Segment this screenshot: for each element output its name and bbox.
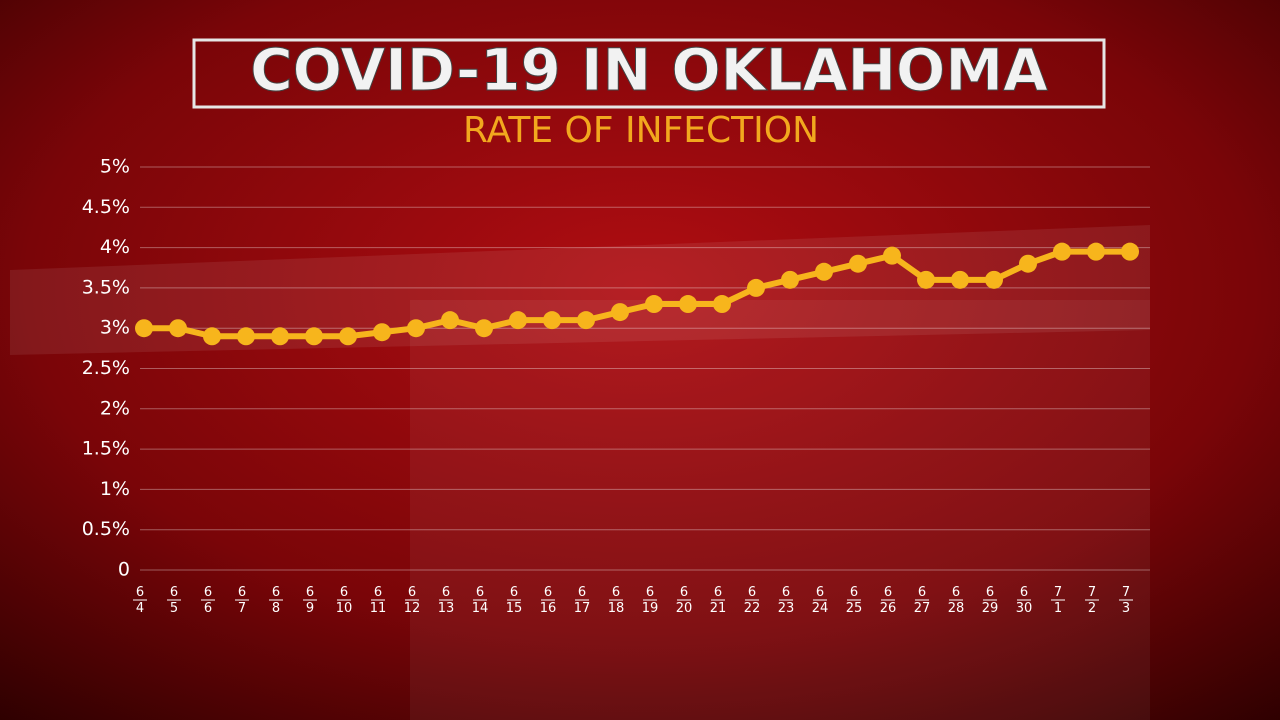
x-tick-label: 6 19 xyxy=(642,585,659,616)
y-tick-label: 1.5% xyxy=(82,438,130,460)
x-tick-label: 6 29 xyxy=(982,585,999,616)
x-tick-label: 6 28 xyxy=(948,585,965,616)
y-tick-label: 5% xyxy=(100,156,130,178)
point xyxy=(305,327,323,346)
background-band xyxy=(10,225,1150,355)
chart-subtitle: RATE OF INFECTION xyxy=(463,110,819,151)
y-tick-label: 3% xyxy=(100,317,130,339)
point xyxy=(407,319,425,338)
point xyxy=(1087,242,1105,261)
x-tick-label: 6 18 xyxy=(608,585,625,616)
y-tick-label: 2% xyxy=(100,397,130,419)
point xyxy=(747,278,765,297)
point xyxy=(271,327,289,346)
y-tick-label: 4% xyxy=(100,236,130,258)
x-tick-label: 6 24 xyxy=(812,585,829,616)
point xyxy=(611,303,629,322)
point xyxy=(475,319,493,338)
point xyxy=(781,270,799,289)
x-tick-label: 6 11 xyxy=(370,585,387,616)
point xyxy=(169,319,187,338)
x-tick-label: 6 10 xyxy=(336,585,353,616)
y-tick-label: 2.5% xyxy=(82,357,130,379)
point xyxy=(373,323,391,342)
point xyxy=(1053,242,1071,261)
y-tick-label: 4.5% xyxy=(82,196,130,218)
point xyxy=(1019,254,1037,273)
x-tick-label: 6 13 xyxy=(438,585,455,616)
point xyxy=(679,295,697,314)
title-box xyxy=(192,38,1106,109)
x-tick-label: 6 16 xyxy=(540,585,557,616)
x-tick-label: 6 20 xyxy=(676,585,693,616)
point xyxy=(543,311,561,330)
y-tick-label: 3.5% xyxy=(82,276,130,298)
point xyxy=(339,327,357,346)
x-tick-label: 6 26 xyxy=(880,585,897,616)
point xyxy=(509,311,527,330)
x-tick-label: 6 15 xyxy=(506,585,523,616)
x-tick-label: 6 25 xyxy=(846,585,863,616)
x-tick-label: 6 22 xyxy=(744,585,761,616)
x-tick-label: 6 12 xyxy=(404,585,421,616)
point xyxy=(883,246,901,265)
x-tick-label: 6 21 xyxy=(710,585,727,616)
point xyxy=(1121,242,1139,261)
chart-title: COVID-19 IN OKLAHOMA xyxy=(250,36,1048,104)
point xyxy=(985,270,1003,289)
point xyxy=(951,270,969,289)
x-tick-label: 6 14 xyxy=(472,585,489,616)
point xyxy=(237,327,255,346)
point xyxy=(135,319,153,338)
point xyxy=(441,311,459,330)
y-tick-label: 1% xyxy=(100,478,130,500)
point xyxy=(577,311,595,330)
y-tick-label: 0 xyxy=(118,559,130,581)
point xyxy=(815,262,833,281)
point xyxy=(713,295,731,314)
point xyxy=(849,254,867,273)
x-tick-label: 6 30 xyxy=(1016,585,1033,616)
x-tick-label: 6 23 xyxy=(778,585,795,616)
point xyxy=(645,295,663,314)
x-tick-label: 6 27 xyxy=(914,585,931,616)
point xyxy=(917,270,935,289)
y-tick-label: 0.5% xyxy=(82,518,130,540)
background-panel xyxy=(410,300,1150,720)
point xyxy=(203,327,221,346)
x-tick-label: 6 17 xyxy=(574,585,591,616)
